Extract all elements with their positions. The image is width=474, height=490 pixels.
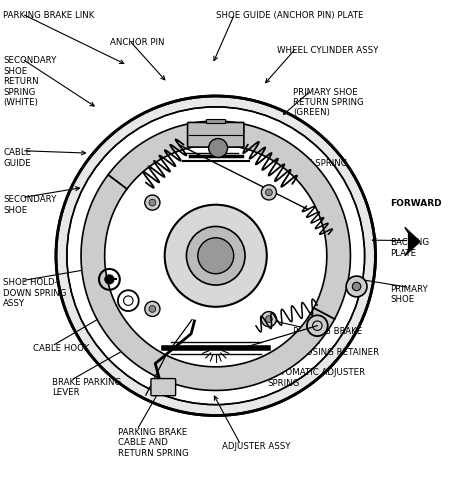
Circle shape	[145, 195, 160, 210]
FancyBboxPatch shape	[151, 379, 175, 396]
FancyBboxPatch shape	[206, 119, 225, 123]
Text: LINK SPRING: LINK SPRING	[293, 159, 347, 168]
Polygon shape	[108, 121, 350, 319]
Circle shape	[261, 185, 276, 200]
Circle shape	[164, 205, 267, 307]
Text: PARKING BRAKE
CABLE AND
RETURN SPRING: PARKING BRAKE CABLE AND RETURN SPRING	[118, 428, 189, 458]
Text: BACKING
PLATE: BACKING PLATE	[391, 238, 430, 258]
Polygon shape	[405, 227, 420, 256]
Circle shape	[186, 226, 245, 285]
Circle shape	[105, 275, 114, 284]
Text: PRIMARY
SHOE: PRIMARY SHOE	[391, 285, 428, 304]
Text: WHEEL CYLINDER ASSY: WHEEL CYLINDER ASSY	[277, 46, 379, 55]
Circle shape	[265, 316, 272, 322]
Text: SHOE HOLD-
DOWN SPRING
ASSY: SHOE HOLD- DOWN SPRING ASSY	[3, 278, 66, 308]
Text: ADJUSTER ASSY: ADJUSTER ASSY	[222, 442, 291, 451]
Circle shape	[149, 305, 156, 312]
Circle shape	[145, 301, 160, 317]
Circle shape	[346, 276, 367, 297]
Text: FORWARD: FORWARD	[391, 199, 442, 208]
Circle shape	[352, 282, 361, 291]
Text: ANCHOR PIN: ANCHOR PIN	[110, 38, 165, 47]
Circle shape	[209, 139, 228, 157]
Text: AUTOMATIC ADJUSTER
SPRING: AUTOMATIC ADJUSTER SPRING	[268, 368, 365, 388]
Text: PRIMARY SHOE
RETURN SPRING
(GREEN): PRIMARY SHOE RETURN SPRING (GREEN)	[293, 88, 364, 118]
Text: CABLE HOOK: CABLE HOOK	[33, 343, 89, 353]
Polygon shape	[81, 175, 335, 391]
Circle shape	[149, 199, 156, 206]
Text: PARKING BRAKE LINK: PARKING BRAKE LINK	[3, 11, 94, 21]
Text: SHOE GUIDE (ANCHOR PIN) PLATE: SHOE GUIDE (ANCHOR PIN) PLATE	[216, 11, 363, 21]
Text: SECONDARY
SHOE
RETURN
SPRING
(WHITE): SECONDARY SHOE RETURN SPRING (WHITE)	[3, 56, 56, 107]
Circle shape	[198, 238, 234, 274]
Circle shape	[265, 189, 272, 196]
Text: SECONDARY
SHOE: SECONDARY SHOE	[3, 195, 56, 215]
Circle shape	[261, 312, 276, 327]
FancyBboxPatch shape	[188, 122, 244, 147]
Text: CABLE
GUIDE: CABLE GUIDE	[3, 148, 31, 168]
Text: BRAKE PARKING
LEVER: BRAKE PARKING LEVER	[52, 378, 121, 397]
Text: PARKING BRAKE
CABLE
HOUSING RETAINER: PARKING BRAKE CABLE HOUSING RETAINER	[293, 327, 379, 357]
Polygon shape	[56, 96, 375, 416]
